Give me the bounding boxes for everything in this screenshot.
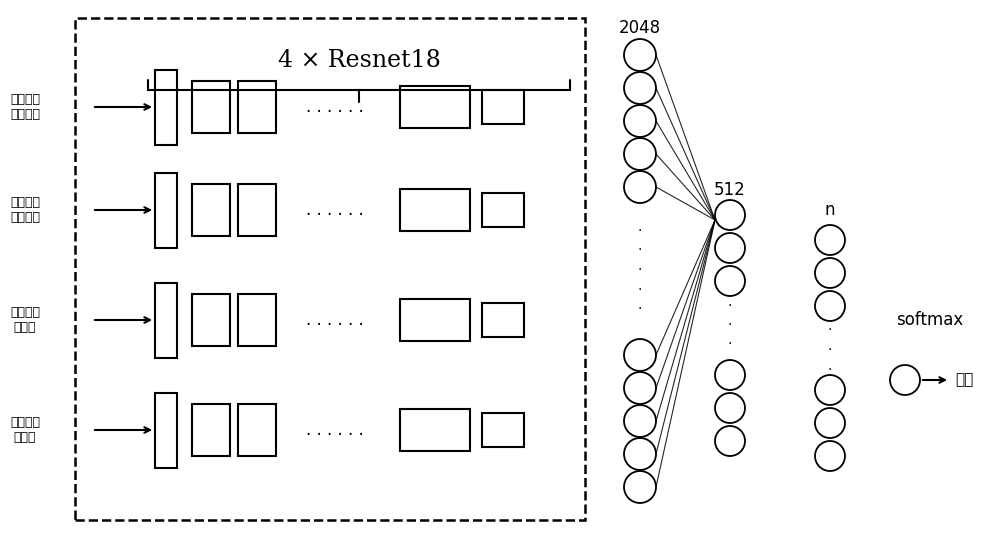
Text: 2048: 2048 [619,19,661,37]
Bar [482,413,524,447]
Bar [238,404,276,456]
Circle shape [815,225,845,255]
Bar [482,90,524,124]
Bar [192,294,230,346]
Text: n: n [825,201,835,219]
Bar [238,184,276,236]
Circle shape [815,441,845,471]
Circle shape [624,438,656,470]
Text: 噪音信号
频域图: 噪音信号 频域图 [10,306,40,334]
Circle shape [624,405,656,437]
Circle shape [715,200,745,230]
Bar [155,393,177,468]
Circle shape [624,471,656,503]
Text: . . . . . .: . . . . . . [306,421,364,439]
Text: softmax: softmax [896,311,964,329]
Bar [155,283,177,358]
Bar [400,189,470,231]
Bar [400,409,470,451]
Circle shape [715,393,745,423]
Bar [192,184,230,236]
Circle shape [624,72,656,104]
Text: 切削力信
号时域图: 切削力信 号时域图 [10,196,40,224]
Text: 输出: 输出 [955,373,973,388]
Text: 4 × Resnet18: 4 × Resnet18 [278,49,440,72]
Bar [155,70,177,145]
Text: ·
·
·
·
·: · · · · · [638,224,642,316]
Circle shape [890,365,920,395]
Text: 切削力信
号频域图: 切削力信 号频域图 [10,93,40,121]
Bar [482,193,524,227]
Bar [192,404,230,456]
Circle shape [624,138,656,170]
Circle shape [815,375,845,405]
Bar [238,294,276,346]
Bar [400,299,470,341]
Bar [155,173,177,248]
Circle shape [624,105,656,137]
Text: 噪音信号
时域图: 噪音信号 时域图 [10,416,40,444]
Bar [238,81,276,133]
Circle shape [624,39,656,71]
Bar [192,81,230,133]
Text: . . . . . .: . . . . . . [306,311,364,329]
Circle shape [815,291,845,321]
Bar [400,86,470,128]
Text: ·
·
·: · · · [828,324,832,376]
Circle shape [815,258,845,288]
Text: . . . . . .: . . . . . . [306,201,364,219]
Bar [482,303,524,337]
Text: 512: 512 [714,181,746,199]
Circle shape [815,408,845,438]
Circle shape [715,233,745,263]
Circle shape [715,360,745,390]
Text: ·
·
·: · · · [728,299,732,351]
Circle shape [624,372,656,404]
Circle shape [624,171,656,203]
Circle shape [715,266,745,296]
Text: . . . . . .: . . . . . . [306,98,364,116]
Circle shape [624,339,656,371]
Circle shape [715,426,745,456]
Bar [75,18,585,520]
